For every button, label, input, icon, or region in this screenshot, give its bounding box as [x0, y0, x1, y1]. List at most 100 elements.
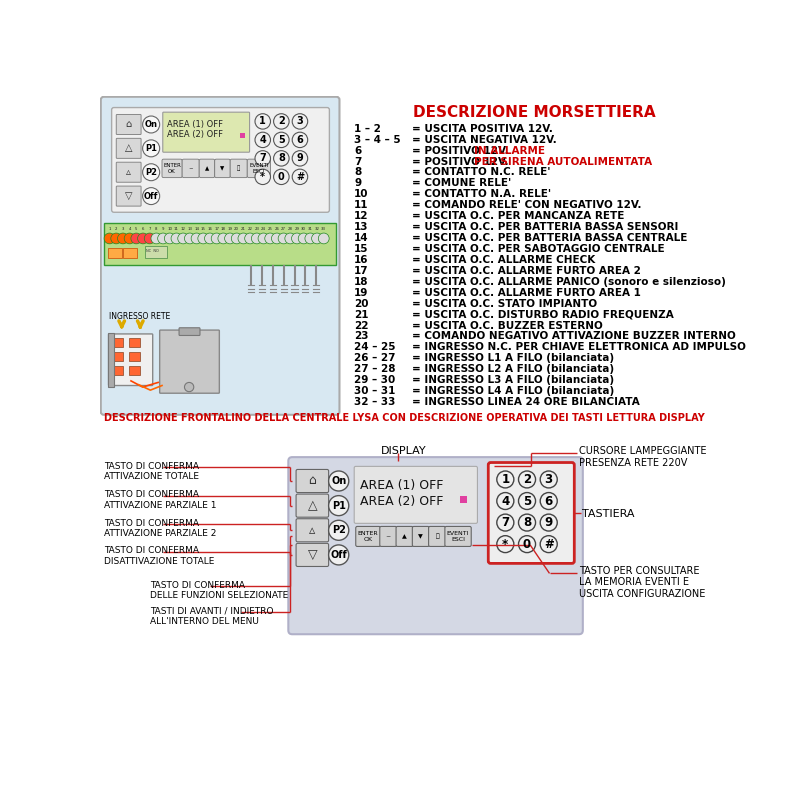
Text: TASTO DI CONFERMA
ATTIVAZIONE PARZIALE 2: TASTO DI CONFERMA ATTIVAZIONE PARZIALE 2 — [104, 518, 216, 538]
Bar — [104, 223, 336, 266]
Bar — [123, 248, 138, 258]
Text: 14: 14 — [354, 233, 369, 243]
Text: 23: 23 — [354, 331, 369, 342]
Text: = INGRESSO LINEA 24 ORE BILANCIATA: = INGRESSO LINEA 24 ORE BILANCIATA — [412, 397, 640, 407]
Circle shape — [497, 471, 514, 488]
Text: ⌂: ⌂ — [126, 119, 132, 130]
Circle shape — [292, 132, 308, 147]
Text: ▽: ▽ — [125, 191, 133, 201]
Text: 3 – 4 – 5: 3 – 4 – 5 — [354, 134, 401, 145]
Circle shape — [142, 188, 160, 205]
Text: AREA (2) OFF: AREA (2) OFF — [166, 130, 222, 139]
Text: = USCITA O.C. ALLARME CHECK: = USCITA O.C. ALLARME CHECK — [412, 255, 595, 265]
Text: 7: 7 — [502, 516, 510, 529]
Circle shape — [274, 132, 289, 147]
Circle shape — [225, 233, 235, 244]
Text: P1: P1 — [332, 501, 346, 510]
Text: 29 – 30: 29 – 30 — [354, 375, 395, 386]
Circle shape — [124, 233, 135, 244]
Circle shape — [271, 233, 282, 244]
Text: 6: 6 — [545, 494, 553, 507]
Text: 6: 6 — [354, 146, 362, 155]
Text: 3: 3 — [122, 227, 124, 231]
Text: AREA (2) OFF: AREA (2) OFF — [361, 495, 444, 508]
Text: 4: 4 — [501, 494, 510, 507]
Bar — [145, 246, 166, 258]
Circle shape — [218, 233, 229, 244]
Text: = INGRESSO L4 A FILO (bilanciata): = INGRESSO L4 A FILO (bilanciata) — [412, 386, 614, 396]
FancyBboxPatch shape — [445, 526, 471, 546]
Text: 20: 20 — [354, 298, 369, 309]
Circle shape — [258, 233, 269, 244]
Circle shape — [118, 233, 128, 244]
Text: = USCITA O.C. ALLARME FURTO AREA 1: = USCITA O.C. ALLARME FURTO AREA 1 — [412, 288, 642, 298]
Bar — [130, 338, 140, 347]
Text: EVENTI
ESCI: EVENTI ESCI — [249, 163, 269, 174]
Text: TASTO DI CONFERMA
ATTIVAZIONE TOTALE: TASTO DI CONFERMA ATTIVAZIONE TOTALE — [104, 462, 199, 481]
Text: = COMANDO RELE' CON NEGATIVO 12V.: = COMANDO RELE' CON NEGATIVO 12V. — [412, 200, 642, 210]
Text: 24 – 25: 24 – 25 — [354, 342, 396, 352]
FancyBboxPatch shape — [116, 138, 141, 158]
Text: 9: 9 — [162, 227, 164, 231]
Circle shape — [497, 536, 514, 553]
Circle shape — [278, 233, 289, 244]
FancyBboxPatch shape — [109, 334, 153, 386]
Circle shape — [238, 233, 249, 244]
Bar — [239, 133, 245, 138]
Circle shape — [274, 150, 289, 166]
Text: 18: 18 — [354, 277, 369, 286]
Text: 1 – 2: 1 – 2 — [354, 124, 381, 134]
Text: 15: 15 — [201, 227, 206, 231]
Circle shape — [318, 233, 329, 244]
FancyBboxPatch shape — [296, 494, 329, 517]
Text: 2: 2 — [115, 227, 118, 231]
FancyBboxPatch shape — [247, 159, 270, 178]
Text: TASTO DI CONFERMA
DELLE FUNZIONI SELEZIONATE: TASTO DI CONFERMA DELLE FUNZIONI SELEZIO… — [150, 581, 289, 601]
Text: *: * — [260, 172, 266, 182]
Circle shape — [540, 471, 558, 488]
Text: = COMANDO NEGATIVO ATTIVAZIONE BUZZER INTERNO: = COMANDO NEGATIVO ATTIVAZIONE BUZZER IN… — [412, 331, 736, 342]
Text: CURSORE LAMPEGGIANTE
PRESENZA RETE 220V: CURSORE LAMPEGGIANTE PRESENZA RETE 220V — [579, 446, 706, 468]
Text: *: * — [502, 538, 509, 550]
Circle shape — [540, 514, 558, 531]
FancyBboxPatch shape — [116, 114, 141, 134]
Circle shape — [274, 169, 289, 185]
Text: TASTO PER CONSULTARE
LA MEMORIA EVENTI E
USCITA CONFIGURAZIONE: TASTO PER CONSULTARE LA MEMORIA EVENTI E… — [579, 566, 706, 599]
Text: 31: 31 — [308, 227, 313, 231]
Text: = USCITA O.C. STATO IMPIANTO: = USCITA O.C. STATO IMPIANTO — [412, 298, 598, 309]
Text: DISPLAY: DISPLAY — [382, 446, 427, 456]
Circle shape — [142, 140, 160, 157]
Circle shape — [255, 169, 270, 185]
Bar — [108, 248, 122, 258]
FancyBboxPatch shape — [288, 457, 583, 634]
Text: 5: 5 — [278, 135, 285, 145]
FancyBboxPatch shape — [179, 328, 200, 335]
Text: 29: 29 — [294, 227, 299, 231]
FancyBboxPatch shape — [488, 462, 574, 563]
Circle shape — [142, 164, 160, 181]
Text: 32 – 33: 32 – 33 — [354, 397, 395, 407]
Text: 1: 1 — [108, 227, 110, 231]
FancyBboxPatch shape — [296, 543, 329, 566]
Circle shape — [111, 233, 122, 244]
Text: ▼: ▼ — [220, 166, 225, 171]
Circle shape — [329, 520, 349, 540]
Text: 21: 21 — [354, 310, 369, 319]
Text: 23: 23 — [254, 227, 259, 231]
Circle shape — [255, 150, 270, 166]
Text: DESCRIZIONE MORSETTIERA: DESCRIZIONE MORSETTIERA — [413, 106, 655, 120]
Text: 3: 3 — [545, 473, 553, 486]
Circle shape — [291, 233, 302, 244]
Text: 7: 7 — [149, 227, 151, 231]
Text: = USCITA O.C. PER BATTERIA BASSA SENSORI: = USCITA O.C. PER BATTERIA BASSA SENSORI — [412, 222, 678, 232]
Circle shape — [298, 233, 309, 244]
Text: NC  NO: NC NO — [146, 250, 159, 254]
Circle shape — [185, 382, 194, 392]
Text: #: # — [296, 172, 304, 182]
FancyBboxPatch shape — [162, 112, 250, 152]
Text: 13: 13 — [354, 222, 369, 232]
Text: 27: 27 — [281, 227, 286, 231]
Text: PER SIRENA AUTOALIMENTATA: PER SIRENA AUTOALIMENTATA — [474, 157, 653, 167]
Circle shape — [211, 233, 222, 244]
FancyBboxPatch shape — [162, 159, 182, 178]
